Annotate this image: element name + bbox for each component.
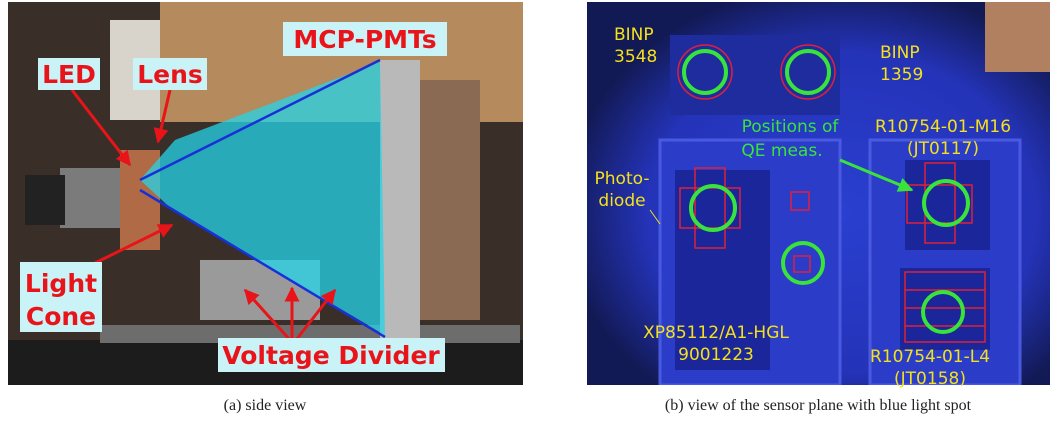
figure: MCP-PMTs LED Lens Light Cone Voltage Div… (0, 0, 1061, 421)
label: Photo- (595, 169, 650, 189)
label: Positions of (742, 117, 840, 137)
label: BINP (880, 43, 920, 63)
label: 3548 (614, 47, 657, 67)
label: BINP (614, 25, 654, 45)
label: (JT0117) (907, 139, 979, 159)
label: Light (25, 269, 97, 298)
label: R10754-01-M16 (875, 117, 1011, 137)
label: Cone (26, 302, 96, 331)
label: Lens (137, 60, 203, 89)
label: Voltage Divider (222, 341, 440, 370)
label: R10754-01-L4 (870, 347, 990, 367)
label: LED (42, 60, 96, 89)
label: 9001223 (678, 345, 754, 365)
caption: (a) side view (224, 397, 307, 414)
caption: (b) view of the sensor plane with blue l… (665, 397, 972, 414)
label: MCP-PMTs (293, 25, 436, 54)
label: (JT0158) (894, 369, 966, 389)
label: XP85112/A1-HGL (643, 323, 789, 343)
label: 1359 (880, 65, 923, 85)
label: QE meas. (741, 141, 822, 161)
label: diode (598, 191, 645, 211)
